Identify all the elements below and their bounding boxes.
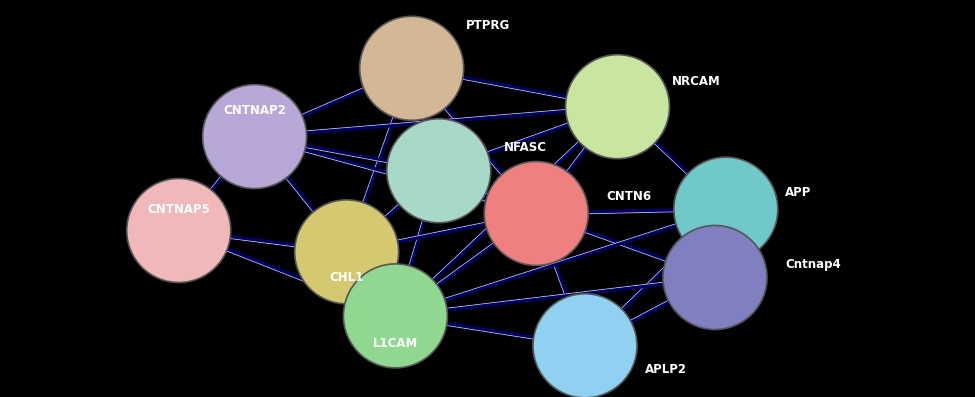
Ellipse shape <box>533 294 637 397</box>
Ellipse shape <box>343 264 448 368</box>
Text: APLP2: APLP2 <box>644 363 686 376</box>
Text: NRCAM: NRCAM <box>672 75 721 88</box>
Ellipse shape <box>485 162 588 266</box>
Text: CNTNAP2: CNTNAP2 <box>223 104 286 118</box>
Text: APP: APP <box>786 185 812 198</box>
Text: PTPRG: PTPRG <box>466 19 510 32</box>
Ellipse shape <box>294 200 399 304</box>
Text: NFASC: NFASC <box>504 141 547 154</box>
Text: CHL1: CHL1 <box>330 271 364 284</box>
Text: CNTNAP5: CNTNAP5 <box>147 203 211 216</box>
Text: L1CAM: L1CAM <box>372 337 418 350</box>
Ellipse shape <box>663 225 767 330</box>
Ellipse shape <box>387 119 490 223</box>
Text: CNTN6: CNTN6 <box>606 190 652 203</box>
Text: Cntnap4: Cntnap4 <box>786 258 841 271</box>
Ellipse shape <box>674 157 778 261</box>
Ellipse shape <box>566 55 670 159</box>
Ellipse shape <box>203 85 306 189</box>
Ellipse shape <box>360 16 464 120</box>
Ellipse shape <box>127 179 231 283</box>
